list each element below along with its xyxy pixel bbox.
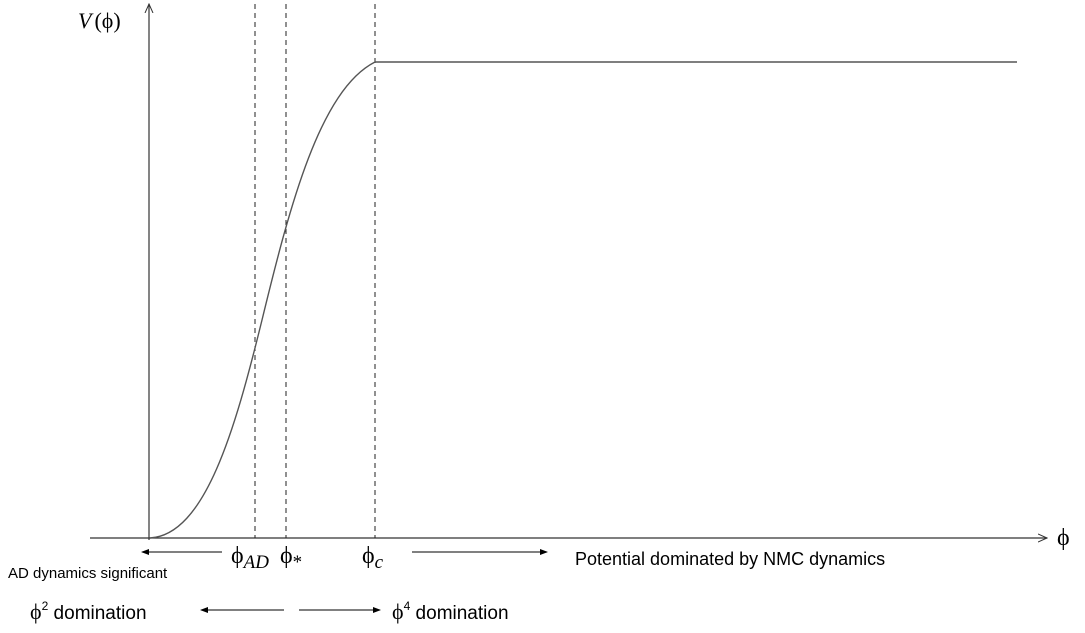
- phi4-domination-text: ϕ4 domination: [392, 599, 509, 624]
- phi2-domination-text: ϕ2 domination: [30, 599, 147, 624]
- marker-label-phi-c: ϕc: [362, 543, 384, 573]
- y-axis-label: V (ϕ): [78, 8, 121, 33]
- nmc-dynamics-text: Potential dominated by NMC dynamics: [575, 549, 885, 569]
- marker-label-phi-ad: ϕAD: [231, 543, 269, 573]
- marker-label-phi-star: ϕ*: [280, 543, 302, 573]
- ad-dynamics-text: AD dynamics significant: [8, 565, 168, 582]
- x-axis-label: ϕ: [1057, 525, 1070, 551]
- potential-curve: [149, 61, 1017, 539]
